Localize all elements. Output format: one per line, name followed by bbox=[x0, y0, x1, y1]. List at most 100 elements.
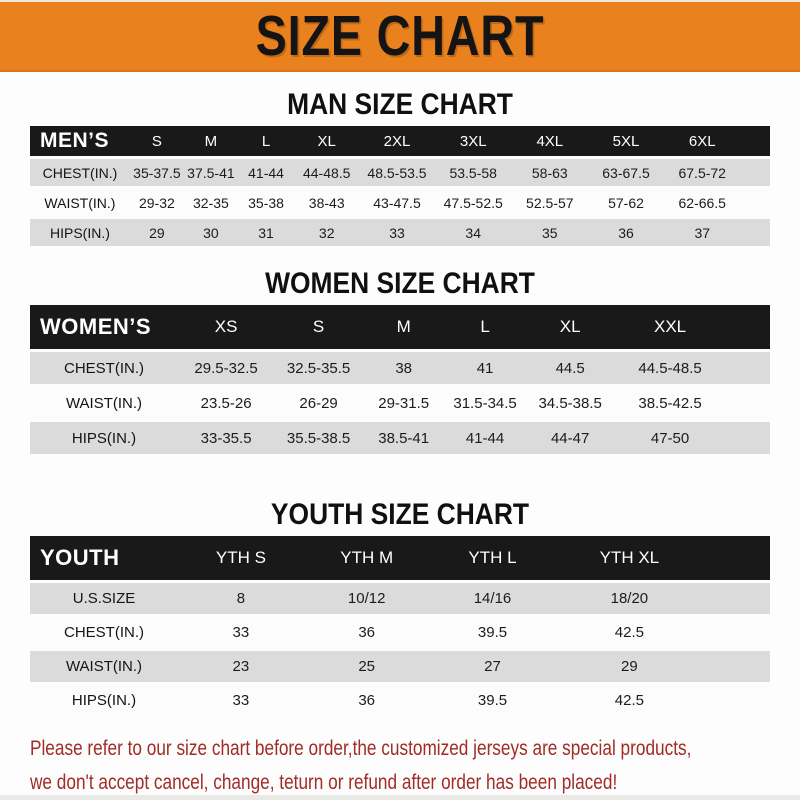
cell-filler bbox=[725, 352, 770, 384]
cell-filler bbox=[703, 685, 770, 716]
disclaimer-line-1: Please refer to our size chart before or… bbox=[30, 737, 692, 760]
size-value-cell: 52.5-57 bbox=[511, 189, 588, 216]
youth-column-header: YTH M bbox=[303, 536, 430, 580]
size-value-cell: 37 bbox=[664, 219, 741, 246]
mens-size-table: MEN’S S M L XL 2XL 3XL 4XL 5XL 6XL CHEST… bbox=[30, 123, 770, 249]
cell-filler bbox=[703, 617, 770, 648]
size-value-cell: 43-47.5 bbox=[359, 189, 435, 216]
size-value-cell: 26-29 bbox=[274, 387, 363, 419]
size-value-cell: 38.5-41 bbox=[362, 422, 445, 454]
mens-column-header: 5XL bbox=[587, 126, 665, 156]
women-section-heading: WOMEN SIZE CHART bbox=[265, 267, 535, 300]
size-value-cell: 25 bbox=[303, 651, 430, 682]
header-filler bbox=[703, 536, 770, 580]
size-value-cell: 38-43 bbox=[294, 189, 360, 216]
size-value-cell: 36 bbox=[587, 219, 665, 246]
youth-corner-label: YOUTH bbox=[30, 536, 178, 580]
size-value-cell: 29.5-32.5 bbox=[178, 352, 275, 384]
size-value-cell: 35.5-38.5 bbox=[274, 422, 363, 454]
mens-corner-label: MEN’S bbox=[30, 126, 130, 156]
size-value-cell: 35-37.5 bbox=[129, 159, 184, 186]
womens-column-header: XXL bbox=[614, 305, 726, 349]
size-value-cell: 42.5 bbox=[555, 617, 704, 648]
womens-size-table: WOMEN’S XS S M L XL XXL CHEST(IN.) 29.5-… bbox=[30, 302, 770, 457]
cell-filler bbox=[725, 387, 770, 419]
womens-column-header: S bbox=[274, 305, 363, 349]
cell-filler bbox=[740, 189, 770, 216]
row-label: CHEST(IN.) bbox=[30, 617, 178, 648]
size-value-cell: 29-32 bbox=[129, 189, 184, 216]
mens-column-header: 4XL bbox=[511, 126, 588, 156]
row-label: CHEST(IN.) bbox=[30, 159, 130, 186]
size-value-cell: 33 bbox=[178, 685, 304, 716]
mens-column-header: S bbox=[129, 126, 184, 156]
size-value-cell: 67.5-72 bbox=[664, 159, 741, 186]
size-value-cell: 41-44 bbox=[237, 159, 295, 186]
size-value-cell: 10/12 bbox=[303, 583, 430, 614]
size-value-cell: 14/16 bbox=[429, 583, 556, 614]
table-row: HIPS(IN.) 33 36 39.5 42.5 bbox=[30, 685, 770, 716]
row-label: HIPS(IN.) bbox=[30, 219, 130, 246]
youth-size-table: YOUTH YTH S YTH M YTH L YTH XL U.S.SIZE … bbox=[30, 533, 770, 719]
size-value-cell: 44-47 bbox=[525, 422, 615, 454]
size-value-cell: 34.5-38.5 bbox=[525, 387, 615, 419]
womens-column-header: M bbox=[362, 305, 445, 349]
size-value-cell: 36 bbox=[303, 617, 430, 648]
size-value-cell: 63-67.5 bbox=[587, 159, 665, 186]
size-value-cell: 39.5 bbox=[429, 685, 556, 716]
womens-column-header: L bbox=[444, 305, 526, 349]
size-value-cell: 33-35.5 bbox=[178, 422, 275, 454]
size-value-cell: 8 bbox=[178, 583, 304, 614]
cell-filler bbox=[740, 219, 770, 246]
table-row: HIPS(IN.) 29 30 31 32 33 34 35 36 37 bbox=[30, 219, 770, 246]
disclaimer-note: Please refer to our size chart before or… bbox=[0, 732, 800, 800]
header-filler bbox=[740, 126, 770, 156]
size-value-cell: 30 bbox=[183, 219, 238, 246]
table-row: U.S.SIZE 8 10/12 14/16 18/20 bbox=[30, 583, 770, 614]
mens-column-header: XL bbox=[294, 126, 360, 156]
size-value-cell: 47-50 bbox=[614, 422, 726, 454]
row-label: WAIST(IN.) bbox=[30, 189, 130, 216]
table-row: CHEST(IN.) 29.5-32.5 32.5-35.5 38 41 44.… bbox=[30, 352, 770, 384]
size-value-cell: 47.5-52.5 bbox=[434, 189, 512, 216]
man-section-heading: MAN SIZE CHART bbox=[287, 88, 513, 121]
size-value-cell: 31.5-34.5 bbox=[444, 387, 526, 419]
row-label: HIPS(IN.) bbox=[30, 685, 178, 716]
size-value-cell: 23 bbox=[178, 651, 304, 682]
mens-column-header: 3XL bbox=[434, 126, 512, 156]
row-label: HIPS(IN.) bbox=[30, 422, 178, 454]
table-row: HIPS(IN.) 33-35.5 35.5-38.5 38.5-41 41-4… bbox=[30, 422, 770, 454]
size-value-cell: 38 bbox=[362, 352, 445, 384]
size-value-cell: 35-38 bbox=[237, 189, 295, 216]
size-value-cell: 33 bbox=[359, 219, 435, 246]
mens-column-header: L bbox=[237, 126, 295, 156]
size-chart-banner: SIZE CHART bbox=[0, 0, 800, 72]
size-value-cell: 34 bbox=[434, 219, 512, 246]
youth-column-header: YTH L bbox=[429, 536, 556, 580]
row-label: WAIST(IN.) bbox=[30, 387, 178, 419]
size-value-cell: 39.5 bbox=[429, 617, 556, 648]
table-row: WAIST(IN.) 29-32 32-35 35-38 38-43 43-47… bbox=[30, 189, 770, 216]
size-value-cell: 23.5-26 bbox=[178, 387, 275, 419]
mens-column-header: M bbox=[183, 126, 238, 156]
mens-header-row: MEN’S S M L XL 2XL 3XL 4XL 5XL 6XL bbox=[30, 126, 770, 156]
size-value-cell: 36 bbox=[303, 685, 430, 716]
size-value-cell: 29 bbox=[555, 651, 704, 682]
womens-column-header: XS bbox=[178, 305, 275, 349]
size-value-cell: 44.5 bbox=[525, 352, 615, 384]
size-value-cell: 44-48.5 bbox=[294, 159, 360, 186]
youth-section-heading: YOUTH SIZE CHART bbox=[270, 498, 530, 531]
table-row: CHEST(IN.) 35-37.5 37.5-41 41-44 44-48.5… bbox=[30, 159, 770, 186]
size-value-cell: 27 bbox=[429, 651, 556, 682]
size-value-cell: 58-63 bbox=[511, 159, 588, 186]
row-label: CHEST(IN.) bbox=[30, 352, 178, 384]
size-value-cell: 38.5-42.5 bbox=[614, 387, 726, 419]
size-value-cell: 44.5-48.5 bbox=[614, 352, 726, 384]
size-value-cell: 29 bbox=[129, 219, 184, 246]
table-row: WAIST(IN.) 23.5-26 26-29 29-31.5 31.5-34… bbox=[30, 387, 770, 419]
size-value-cell: 37.5-41 bbox=[183, 159, 238, 186]
row-label: U.S.SIZE bbox=[30, 583, 178, 614]
bottom-edge-strip bbox=[0, 795, 800, 800]
size-value-cell: 32.5-35.5 bbox=[274, 352, 363, 384]
womens-header-row: WOMEN’S XS S M L XL XXL bbox=[30, 305, 770, 349]
